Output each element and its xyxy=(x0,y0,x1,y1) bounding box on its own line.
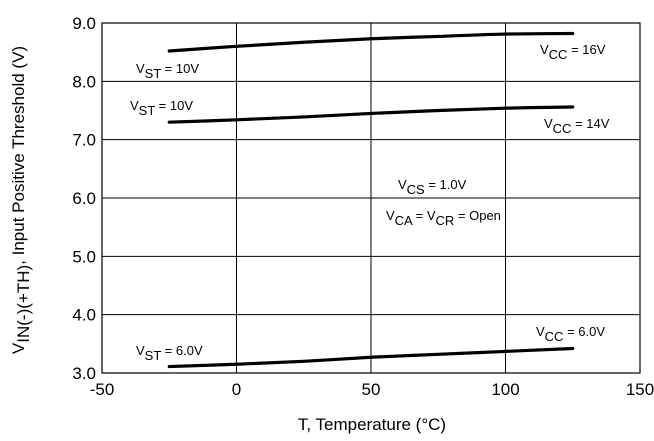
annotation-vcc-6: VCC = 6.0V xyxy=(536,324,605,344)
y-tick-label: 7.0 xyxy=(72,131,96,150)
annotation-vcs: VCS = 1.0V xyxy=(398,177,467,197)
series-lines xyxy=(167,31,575,369)
y-tick-label: 9.0 xyxy=(72,14,96,33)
x-tick-label: 150 xyxy=(626,380,654,399)
y-tick-label: 4.0 xyxy=(72,306,96,325)
y-tick-label: 5.0 xyxy=(72,247,96,266)
series-line xyxy=(167,105,575,124)
annotation-vcc-16: VCC = 16V xyxy=(540,42,606,62)
y-tick-label: 3.0 xyxy=(72,364,96,383)
y-tick-label: 6.0 xyxy=(72,189,96,208)
y-axis-label: VIN(-)(+TH), Input Positive Threshold (V… xyxy=(9,46,33,354)
annotation-vca-vcr: VCA = VCR = Open xyxy=(386,208,501,228)
y-tick-label: 8.0 xyxy=(72,72,96,91)
series-line xyxy=(167,346,575,369)
x-axis-label: T, Temperature (°C) xyxy=(298,415,446,434)
grid xyxy=(101,22,641,374)
annotation-vst-16: VST = 10V xyxy=(136,61,199,81)
annotation-vst-6: VST = 6.0V xyxy=(136,343,203,363)
x-tick-label: -50 xyxy=(90,380,115,399)
x-tick-label: 50 xyxy=(362,380,381,399)
x-tick-label: 100 xyxy=(491,380,519,399)
annotations: VST = 10V VCC = 16V VST = 10V VCC = 14V … xyxy=(130,42,610,363)
series-line xyxy=(167,31,575,53)
annotation-vst-14: VST = 10V xyxy=(130,98,193,118)
x-tick-label: 0 xyxy=(232,380,241,399)
tick-labels: -50 0 50 100 150 3.0 4.0 5.0 6.0 7.0 8.0 9.0 xyxy=(72,14,654,399)
annotation-vcc-14: VCC = 14V xyxy=(544,116,610,136)
